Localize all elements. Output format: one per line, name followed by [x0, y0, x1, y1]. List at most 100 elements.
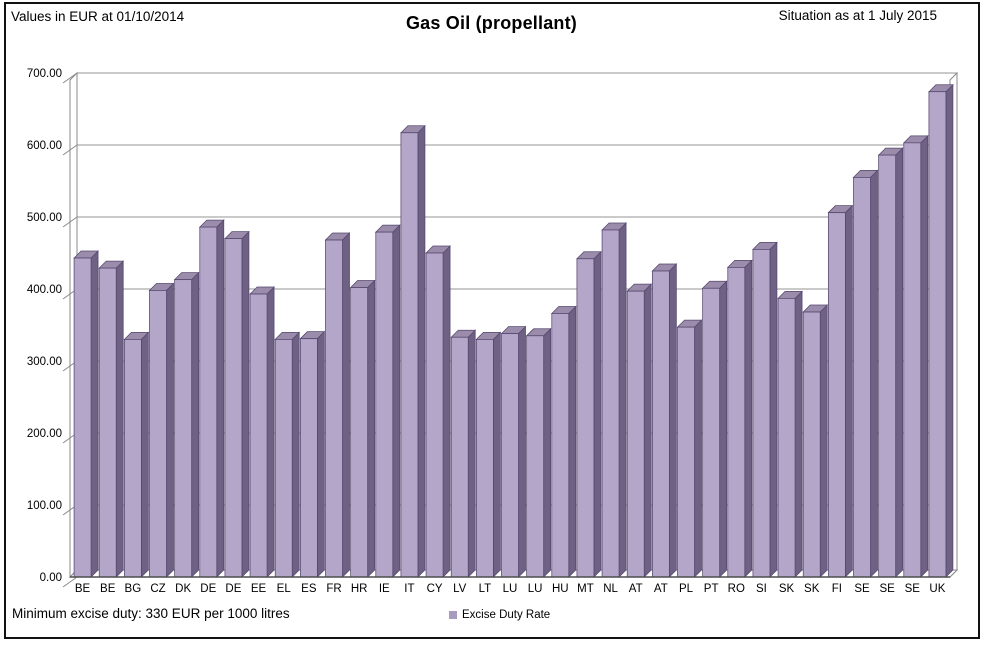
bar-side-face — [844, 204, 853, 578]
bar-front-face — [224, 238, 243, 578]
y-tick-700 — [62, 72, 78, 84]
bar-front-face — [501, 333, 519, 578]
bar-side-face — [518, 325, 526, 578]
bar-CZ-4 — [148, 282, 175, 578]
bar-SE-33 — [877, 147, 904, 578]
values-date-note: Values in EUR at 01/10/2014 — [11, 9, 185, 24]
bar-side-face — [769, 241, 778, 578]
x-label-SE-32: SE — [854, 583, 870, 595]
x-label-PT-26: PT — [704, 583, 719, 595]
bar-side-face — [90, 250, 99, 578]
bar-side-face — [744, 259, 753, 578]
y-tick-label-200: 200.00 — [27, 428, 62, 440]
bar-front-face — [98, 267, 117, 578]
bar-SE-34 — [902, 134, 929, 578]
bar-DE-7 — [224, 230, 250, 578]
x-label-NL-22: NL — [603, 583, 618, 595]
x-label-DK-5: DK — [175, 583, 191, 595]
x-label-IT-14: IT — [404, 583, 414, 595]
legend: Excise Duty Rate — [449, 609, 550, 621]
bar-side-face — [342, 232, 350, 578]
bar-side-face — [719, 280, 728, 578]
bar-RO-27 — [726, 259, 753, 578]
bar-front-face — [802, 311, 821, 578]
x-label-SE-33: SE — [879, 583, 895, 595]
bar-side-face — [367, 279, 376, 578]
x-label-SK-30: SK — [804, 583, 820, 595]
bar-side-face — [241, 230, 250, 578]
x-label-SK-29: SK — [779, 583, 795, 595]
bar-front-face — [551, 313, 570, 578]
bar-front-face — [526, 335, 545, 578]
bar-front-face — [601, 229, 620, 578]
y-tick-500 — [62, 216, 78, 228]
bar-AT-24 — [651, 263, 678, 578]
bar-front-face — [174, 279, 193, 578]
bar-ES-10 — [299, 330, 326, 578]
bar-front-face — [702, 287, 721, 578]
bar-NL-22 — [601, 222, 627, 578]
bar-side-face — [140, 331, 149, 578]
x-label-BE-2: BE — [100, 583, 116, 595]
bar-front-face — [903, 142, 922, 578]
bar-front-face — [149, 290, 167, 578]
bar-side-face — [166, 282, 174, 578]
bar-LT-17 — [475, 331, 502, 578]
bar-BE-2 — [98, 260, 125, 578]
bar-BE-1 — [73, 250, 99, 578]
bar-side-face — [115, 260, 124, 578]
bar-front-face — [73, 257, 92, 578]
x-label-CZ-4: CZ — [150, 583, 165, 595]
legend-label: Excise Duty Rate — [462, 609, 551, 621]
bar-side-face — [291, 331, 300, 578]
x-label-DE-7: DE — [225, 583, 241, 595]
bar-front-face — [777, 297, 796, 578]
bar-PL-25 — [676, 319, 703, 578]
bar-front-face — [199, 226, 218, 578]
x-label-LV-16: LV — [453, 583, 467, 595]
bar-front-face — [853, 177, 871, 578]
chart-title: Gas Oil (propellant) — [405, 13, 578, 33]
bar-side-face — [668, 263, 677, 578]
x-label-AT-24: AT — [654, 583, 668, 595]
bar-front-face — [651, 270, 670, 578]
bar-side-face — [694, 319, 702, 578]
minimum-duty-note: Minimum excise duty: 330 EUR per 1000 li… — [12, 606, 290, 621]
bar-LV-16 — [450, 329, 477, 578]
bar-SK-29 — [777, 290, 803, 578]
bar-side-face — [442, 245, 451, 578]
bar-front-face — [827, 212, 846, 578]
bar-front-face — [123, 339, 142, 578]
y-tick-label-100: 100.00 — [27, 500, 62, 512]
x-label-FI-31: FI — [832, 583, 842, 595]
bar-SK-30 — [802, 304, 829, 578]
bar-front-face — [299, 338, 318, 578]
x-label-RO-27: RO — [728, 583, 745, 595]
bar-front-face — [425, 252, 444, 578]
bar-side-face — [392, 224, 401, 578]
x-label-DE-6: DE — [200, 583, 216, 595]
bar-UK-35 — [928, 83, 954, 578]
x-label-AT-23: AT — [629, 583, 643, 595]
bar-side-face — [191, 271, 200, 578]
x-label-BE-1: BE — [75, 583, 91, 595]
bar-side-face — [266, 286, 275, 578]
x-label-BG-3: BG — [125, 583, 142, 595]
bar-front-face — [626, 290, 645, 578]
x-label-UK-35: UK — [929, 583, 945, 595]
x-label-EE-8: EE — [251, 583, 267, 595]
bar-front-face — [375, 231, 394, 578]
bar-side-face — [492, 331, 501, 578]
bar-SI-28 — [752, 241, 778, 578]
bar-FI-31 — [827, 204, 854, 578]
y-tick-label-600: 600.00 — [27, 140, 62, 152]
bar-front-face — [475, 339, 494, 578]
bar-EL-9 — [274, 331, 301, 578]
bar-side-face — [568, 305, 577, 578]
bar-front-face — [752, 249, 771, 578]
bar-SE-32 — [852, 169, 879, 578]
bar-PT-26 — [701, 280, 728, 578]
bar-side-face — [920, 134, 929, 578]
legend-swatch — [449, 611, 457, 619]
